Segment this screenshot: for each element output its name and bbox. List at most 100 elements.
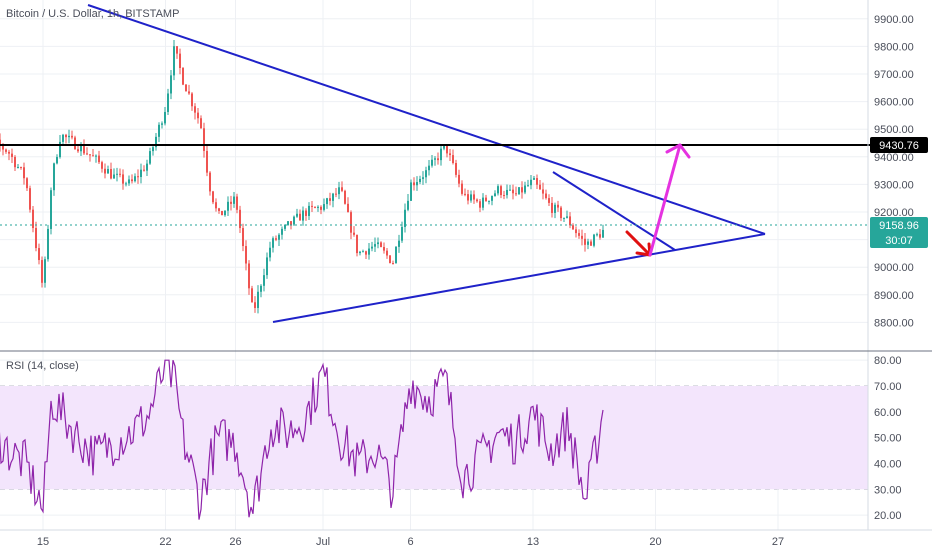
- symbol-title[interactable]: Bitcoin / U.S. Dollar, 1h, BITSTAMP: [6, 8, 179, 20]
- time-tick-label: 6: [407, 536, 413, 548]
- candle-body: [308, 205, 310, 216]
- candle-body: [92, 155, 94, 157]
- candle-body: [392, 263, 394, 265]
- candle-body: [284, 224, 286, 229]
- candle-body: [437, 158, 439, 161]
- candle-body: [527, 185, 529, 187]
- candle-body: [386, 250, 388, 256]
- candle-body: [311, 205, 313, 207]
- candle-body: [485, 197, 487, 202]
- current-price-text: 9158.96: [879, 220, 919, 232]
- rsi-tick-label: 20.00: [874, 510, 902, 522]
- candle-body: [299, 213, 301, 221]
- candle-body: [404, 209, 406, 227]
- candle-body: [338, 187, 340, 195]
- candle-body: [347, 203, 349, 213]
- candle-body: [368, 248, 370, 255]
- rsi-line: [0, 359, 604, 520]
- candle-body: [536, 178, 538, 185]
- candle-body: [197, 112, 199, 119]
- candle-body: [500, 186, 502, 196]
- candle-body: [353, 232, 355, 235]
- candle-body: [344, 190, 346, 204]
- candle-body: [455, 163, 457, 175]
- candle-body: [98, 155, 100, 163]
- rsi-tick-label: 60.00: [874, 407, 902, 419]
- candle-body: [380, 242, 382, 247]
- candle-body: [113, 174, 115, 179]
- current-price-tag: [870, 217, 928, 248]
- down-arrow-shaft[interactable]: [625, 230, 652, 257]
- candle-body: [107, 169, 109, 174]
- candle-body: [503, 195, 505, 197]
- time-tick-label: 13: [527, 536, 539, 548]
- candle-body: [71, 135, 73, 138]
- candle-body: [257, 291, 259, 308]
- candle-body: [491, 196, 493, 201]
- price-tick-label: 9600.00: [874, 97, 914, 109]
- candle-body: [302, 210, 304, 221]
- candle-body: [263, 275, 265, 286]
- candle-body: [209, 172, 211, 192]
- rsi-axis[interactable]: 80.00 70.00 60.00 50.00 40.00 30.00 20.00: [874, 355, 902, 522]
- candle-body: [554, 204, 556, 213]
- candle-body: [416, 182, 418, 186]
- candle-body: [356, 234, 358, 254]
- candle-body: [143, 169, 145, 171]
- candle-body: [137, 176, 139, 178]
- price-tick-label: 8900.00: [874, 290, 914, 302]
- upper-trendline[interactable]: [87, 4, 766, 235]
- price-axis[interactable]: 9900.00 9800.00 9700.00 9600.00 9500.00 9400.…: [874, 14, 914, 330]
- candle-body: [14, 156, 16, 168]
- candle-body: [146, 163, 148, 171]
- price-candles: [0, 39, 604, 314]
- candle-body: [422, 177, 424, 179]
- candle-body: [128, 179, 130, 184]
- candle-body: [425, 170, 427, 178]
- candle-body: [275, 238, 277, 240]
- candle-body: [317, 206, 319, 208]
- candle-body: [254, 302, 256, 308]
- candle-body: [458, 174, 460, 184]
- candle-body: [494, 193, 496, 197]
- candle-body: [452, 155, 454, 164]
- candle-body: [203, 128, 205, 151]
- candle-body: [596, 234, 598, 236]
- time-tick-label: 22: [159, 536, 171, 548]
- candle-body: [68, 135, 70, 138]
- candle-body: [482, 197, 484, 208]
- up-arrow-head: [665, 143, 691, 159]
- candle-body: [272, 238, 274, 248]
- candle-body: [224, 210, 226, 216]
- rsi-tick-label: 30.00: [874, 484, 902, 496]
- candle-body: [449, 153, 451, 156]
- candle-body: [101, 162, 103, 169]
- candle-body: [170, 75, 172, 94]
- candle-body: [56, 157, 58, 164]
- candle-body: [89, 154, 91, 156]
- candle-body: [158, 124, 160, 137]
- candle-body: [8, 151, 10, 154]
- candle-body: [512, 189, 514, 194]
- candle-body: [413, 182, 415, 186]
- time-axis[interactable]: 15 22 26 Jul 6 13 20 27: [37, 536, 784, 548]
- level-price-tag-text: 9430.76: [879, 140, 919, 152]
- candle-body: [473, 194, 475, 200]
- candle-body: [572, 225, 574, 230]
- candle-body: [38, 248, 40, 261]
- candle-body: [365, 251, 367, 255]
- time-tick-label: 27: [772, 536, 784, 548]
- rsi-title[interactable]: RSI (14, close): [6, 360, 79, 372]
- candle-body: [575, 229, 577, 234]
- lower-trendline[interactable]: [272, 233, 766, 323]
- price-tick-label: 8800.00: [874, 317, 914, 329]
- candle-body: [26, 178, 28, 189]
- up-arrow-shaft[interactable]: [648, 143, 682, 257]
- candle-body: [155, 136, 157, 148]
- candle-body: [287, 221, 289, 225]
- rsi-tick-label: 70.00: [874, 381, 902, 393]
- candle-body: [185, 84, 187, 92]
- candle-body: [221, 210, 223, 216]
